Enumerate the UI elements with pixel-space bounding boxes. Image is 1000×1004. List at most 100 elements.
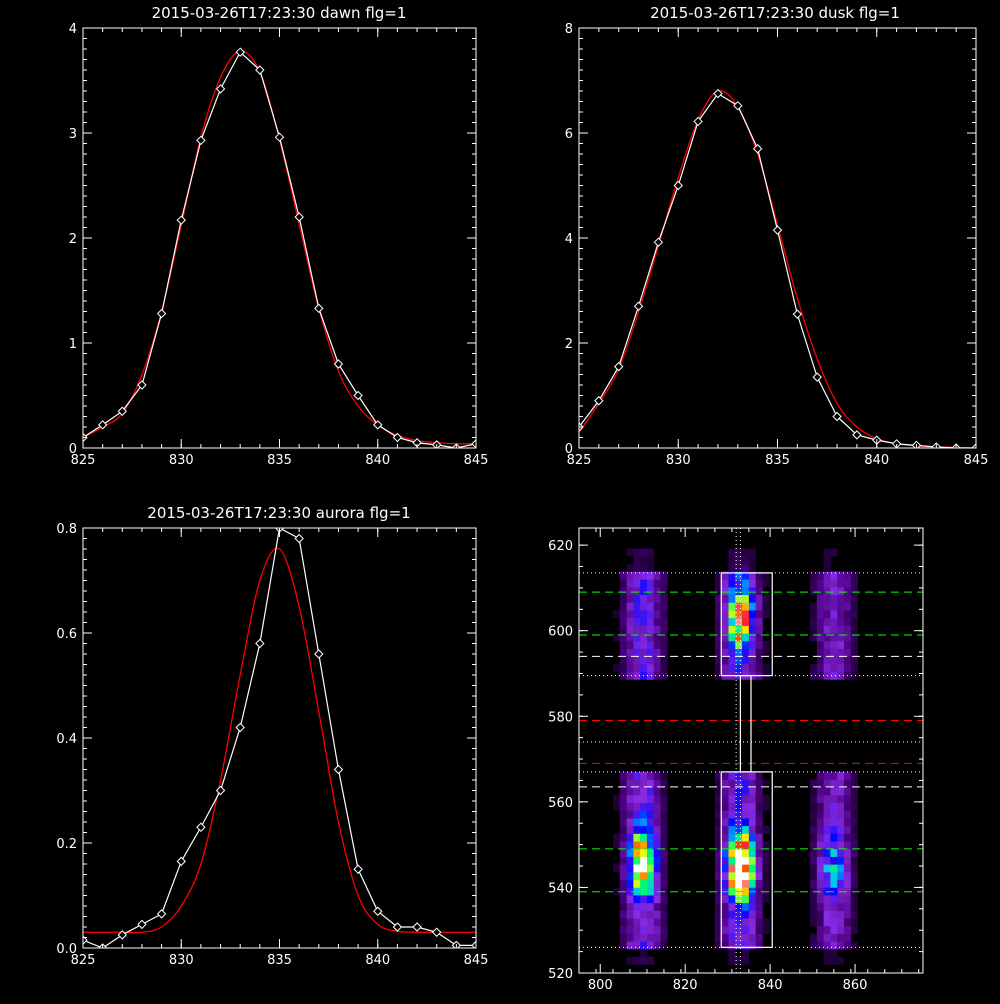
spectral-pixel	[844, 941, 852, 950]
spectral-pixel	[633, 810, 641, 819]
spectral-pixel	[735, 902, 743, 911]
spectral-pixel	[844, 895, 852, 904]
spectral-pixel	[837, 617, 845, 626]
spectral-pixel	[633, 856, 641, 865]
spectral-pixel	[844, 594, 852, 603]
spectral-pixel	[748, 563, 756, 572]
spectral-pixel	[850, 872, 858, 881]
spectral-pixel	[762, 825, 770, 834]
spectral-pixel	[830, 925, 838, 934]
spectral-pixel	[748, 925, 756, 934]
spectral-pixel	[626, 872, 634, 881]
spectral-pixel	[640, 664, 648, 673]
dawn-data-point	[274, 132, 285, 142]
dusk-data-point	[673, 180, 683, 191]
spectral-pixel	[810, 879, 818, 888]
spectral-pixel	[626, 771, 634, 780]
spectral-pixel	[728, 810, 736, 819]
spectral-pixel	[660, 825, 668, 834]
spectral-pixel	[660, 941, 668, 950]
spectral-pixel	[626, 648, 634, 657]
spectral-pixel	[742, 563, 750, 572]
spectral-pixel	[748, 933, 756, 942]
aurora-x-tick-label: 835	[267, 953, 292, 968]
spectral-pixel	[653, 941, 661, 950]
spectral-pixel	[714, 571, 722, 580]
spectral-pixel	[816, 656, 824, 665]
spectral-pixel	[633, 587, 641, 596]
spectral-pixel	[735, 833, 743, 842]
spectral-pixel	[728, 925, 736, 934]
spectral-pixel	[823, 856, 831, 865]
spectral-pixel	[748, 617, 756, 626]
spectral-pixel	[728, 887, 736, 896]
spectral-pixel	[653, 779, 661, 788]
spectral-pixel	[721, 579, 729, 588]
spectral-pixel	[660, 656, 668, 665]
spectral-pixel	[748, 848, 756, 857]
aurora-data-point	[255, 638, 265, 649]
spectral-pixel	[816, 587, 824, 596]
spectral-pixel	[612, 841, 621, 850]
aurora-y-tick-label: 0.8	[56, 522, 77, 537]
spectral-pixel	[762, 648, 770, 657]
spectral-pixel	[646, 664, 655, 673]
dawn-x-tick-label: 835	[267, 453, 292, 468]
spectral-pixel	[837, 910, 845, 919]
spectral-pixel	[748, 864, 756, 873]
spectral-pixel	[626, 833, 634, 842]
spectral-y-tick-label: 560	[548, 796, 573, 811]
spectral-pixel	[653, 918, 661, 927]
spectral-pixel	[633, 910, 641, 919]
spectral-pixel	[823, 779, 831, 788]
spectral-pixel	[762, 640, 770, 649]
spectral-pixel	[735, 787, 743, 796]
aurora-data-point	[235, 722, 245, 733]
spectral-pixel	[755, 910, 763, 919]
spectral-pixel	[735, 648, 743, 657]
dawn-data-point	[353, 390, 363, 401]
spectral-pixel	[830, 864, 838, 873]
spectral-pixel	[619, 633, 627, 642]
spectral-pixel	[844, 864, 852, 873]
spectral-pixel	[837, 602, 845, 611]
spectral-y-tick-label: 540	[548, 881, 573, 896]
spectral-pixel	[816, 848, 824, 857]
spectral-pixel	[626, 671, 634, 680]
spectral-pixel	[816, 879, 824, 888]
spectral-pixel	[823, 802, 831, 811]
spectral-pixel	[735, 802, 743, 811]
spectral-pixel	[748, 771, 756, 780]
spectral-pixel	[633, 818, 641, 827]
spectral-pixel	[619, 825, 627, 834]
spectral-pixel	[728, 872, 736, 881]
dusk-x-tick-label: 840	[864, 453, 889, 468]
spectral-pixel	[810, 802, 818, 811]
spectral-pixel	[728, 864, 736, 873]
spectral-pixel	[762, 918, 770, 927]
dawn-y-tick-label: 4	[69, 22, 77, 37]
spectral-pixel	[653, 795, 661, 804]
spectral-pixel	[633, 802, 641, 811]
spectral-pixel	[748, 579, 756, 588]
spectral-pixel	[850, 610, 858, 619]
dawn-data-point	[294, 212, 304, 222]
spectral-pixel	[830, 895, 838, 904]
spectral-pixel	[728, 933, 736, 942]
dawn-data-point	[137, 380, 147, 390]
spectral-pixel	[742, 610, 750, 619]
spectral-pixel	[823, 956, 831, 965]
spectral-pixel	[742, 856, 750, 865]
aurora-data-line	[83, 528, 476, 948]
spectral-pixel	[619, 664, 627, 673]
spectral-pixel	[714, 864, 722, 873]
spectral-pixel	[721, 779, 729, 788]
spectral-pixel	[850, 910, 858, 919]
spectral-pixel	[721, 925, 729, 934]
spectral-pixel	[748, 802, 756, 811]
spectral-pixel	[755, 625, 763, 634]
aurora-x-tick-label: 825	[71, 953, 96, 968]
spectral-pixel	[735, 571, 743, 580]
aurora-x-tick-label: 840	[365, 953, 390, 968]
spectral-pixel	[714, 579, 722, 588]
